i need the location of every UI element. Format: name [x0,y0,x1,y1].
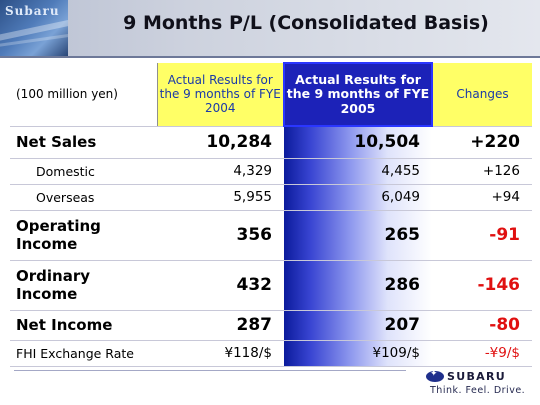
row-label: Ordinary Income [10,260,157,311]
header-banner: Subaru 9 Months P/L (Consolidated Basis) [0,0,540,56]
value-change: -¥9/$ [432,340,532,367]
brand-tagline: Think. Feel. Drive. [430,385,526,396]
column-header-changes: Changes [431,63,532,127]
value-change: +94 [432,184,532,211]
page-title: 9 Months P/L (Consolidated Basis) [123,12,489,34]
subaru-brand-logo: SUBARU Think. Feel. Drive. [426,369,530,400]
footer-divider [14,370,406,371]
table-row: Net Income 287 207 -80 [10,310,532,341]
table-row: FHI Exchange Rate ¥118/$ ¥109/$ -¥9/$ [10,340,532,367]
title-divider [0,56,540,58]
value-change: -146 [432,260,532,311]
row-label: Net Sales [10,126,157,159]
value-fye2004: ¥118/$ [157,340,284,367]
row-label: FHI Exchange Rate [10,340,157,367]
row-label-line: Income [16,235,78,253]
value-fye2004: 287 [157,310,284,341]
value-change: +126 [432,158,532,185]
value-fye2004: 4,329 [157,158,284,185]
pl-table: (100 million yen) Actual Results for the… [10,62,532,367]
row-label-line: Ordinary [16,267,91,285]
row-label: Net Income [10,310,157,341]
logo-text: Subaru [5,4,60,18]
value-change: -80 [432,310,532,341]
value-fye2005: 10,504 [284,126,432,159]
row-label: Domestic [10,158,157,185]
row-label-line: Operating [16,217,101,235]
value-fye2004: 10,284 [157,126,284,159]
row-label: Overseas [10,184,157,211]
column-header-fye2004: Actual Results for the 9 months of FYE 2… [156,63,285,127]
table-row: Domestic 4,329 4,455 +126 [10,158,532,185]
value-fye2005: 4,455 [284,158,432,185]
value-fye2005: 286 [284,260,432,311]
table-header-row: (100 million yen) Actual Results for the… [10,62,532,127]
value-fye2005: ¥109/$ [284,340,432,367]
brand-wordmark: SUBARU [447,370,506,383]
table-row: Overseas 5,955 6,049 +94 [10,184,532,211]
value-fye2004: 432 [157,260,284,311]
value-fye2005: 6,049 [284,184,432,211]
table-row: Operating Income 356 265 -91 [10,210,532,261]
value-fye2004: 356 [157,210,284,261]
value-fye2004: 5,955 [157,184,284,211]
pleiades-star-icon [426,369,444,382]
table-row: Ordinary Income 432 286 -146 [10,260,532,311]
value-fye2005: 207 [284,310,432,341]
value-change: -91 [432,210,532,261]
value-change: +220 [432,126,532,159]
row-label: Operating Income [10,210,157,261]
value-fye2005: 265 [284,210,432,261]
subaru-logo-image: Subaru [0,0,68,56]
column-header-fye2005: Actual Results for the 9 months of FYE 2… [283,62,433,127]
unit-label: (100 million yen) [10,63,157,127]
row-label-line: Income [16,285,78,303]
table-row: Net Sales 10,284 10,504 +220 [10,126,532,159]
